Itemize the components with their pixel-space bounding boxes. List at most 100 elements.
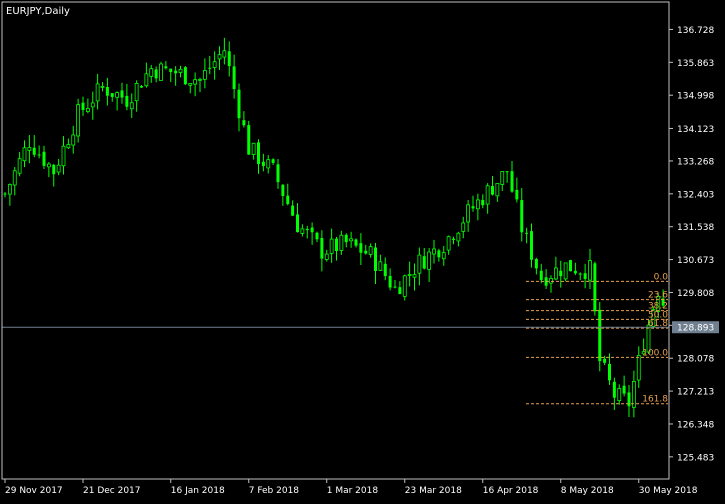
fib-level[interactable]: 161.8	[526, 395, 668, 405]
x-tick-label: 23 Mar 2018	[405, 486, 462, 496]
candle-body-bull	[7, 184, 12, 195]
candle	[76, 98, 81, 143]
candle-body-bear	[315, 232, 319, 240]
candle	[335, 236, 338, 261]
candle	[627, 384, 631, 418]
candle	[202, 58, 207, 89]
candle-body-bear	[573, 270, 577, 274]
candle	[251, 142, 256, 160]
candle-body-bear	[3, 193, 7, 195]
candle	[100, 82, 105, 92]
candle-body-bull	[85, 108, 90, 112]
candle	[661, 289, 665, 308]
y-tick-label: 130.673	[677, 256, 714, 266]
candle	[549, 275, 553, 293]
candle	[636, 346, 641, 388]
fib-level[interactable]: 38.2	[526, 302, 668, 312]
candle-body-bull	[617, 388, 622, 401]
candle-body-bull	[495, 183, 500, 197]
fib-level[interactable]: 50.0	[526, 310, 668, 320]
candle	[217, 46, 222, 70]
candle-body-bear	[598, 309, 602, 362]
candle-body-bear	[505, 171, 509, 173]
fibonacci-retracement[interactable]: 0.0 23.638.250.061.8 100.0 161.8	[526, 272, 668, 405]
candle-body-bull	[324, 253, 329, 260]
candle	[46, 162, 51, 178]
candle-body-bear	[37, 154, 41, 156]
candle-body-bear	[583, 273, 587, 280]
y-tick-label: 132.403	[677, 190, 714, 200]
candle	[349, 231, 354, 248]
candle-body-bull	[159, 63, 163, 81]
candle	[17, 152, 22, 177]
candle	[90, 91, 95, 120]
candle	[129, 93, 134, 119]
candle	[412, 263, 417, 291]
candle-body-bear	[622, 385, 626, 394]
candle-body-bull	[188, 83, 193, 86]
candle	[159, 61, 163, 81]
candle-body-bear	[291, 205, 295, 216]
candle	[437, 248, 441, 262]
time-axis[interactable]: 29 Nov 2017 21 Dec 2017 16 Jan 2018 7 Feb 2…	[4, 479, 698, 496]
candle	[427, 248, 432, 282]
candle-body-bull	[588, 260, 592, 281]
candle	[354, 238, 358, 248]
candle	[276, 158, 280, 189]
candle-body-bear	[452, 238, 455, 240]
candle	[22, 140, 27, 168]
candle	[446, 235, 451, 255]
fib-level[interactable]: 100.0	[526, 348, 668, 358]
candle-body-bear	[422, 256, 426, 269]
y-tick-label: 128.078	[677, 355, 714, 365]
candle-body-bear	[530, 231, 533, 260]
candle	[563, 262, 568, 282]
fib-level[interactable]: 0.0	[526, 272, 668, 282]
x-tick-label: 16 Jan 2018	[171, 486, 225, 496]
candle-body-bull	[563, 262, 568, 280]
candle	[515, 177, 519, 203]
candle	[617, 384, 622, 405]
candle-body-bear	[335, 238, 338, 252]
candle-body-bull	[115, 92, 120, 98]
y-tick-label: 126.348	[677, 420, 714, 430]
fib-level[interactable]: 61.8	[526, 319, 668, 329]
candle	[178, 65, 183, 78]
candle-body-bear	[305, 228, 309, 231]
candle	[37, 145, 41, 159]
candle	[471, 195, 475, 212]
candle	[475, 193, 480, 221]
candle-body-bull	[27, 147, 32, 151]
candle-body-bear	[471, 206, 475, 209]
candle-body-bull	[56, 164, 61, 173]
candle-body-bull	[71, 134, 76, 146]
candle-body-bull	[378, 261, 383, 271]
candle	[183, 66, 187, 86]
fib-level[interactable]: 23.6	[526, 291, 668, 301]
candle	[329, 228, 334, 263]
candles-group	[3, 37, 665, 418]
candle-body-bear	[559, 270, 563, 277]
candle	[257, 139, 260, 174]
candle-body-bear	[281, 184, 285, 196]
candle	[169, 68, 173, 83]
candle-body-bull	[549, 278, 553, 284]
candle-body-bear	[383, 263, 387, 277]
candle-body-bull	[636, 355, 641, 381]
price-axis[interactable]: 136.728 135.863 134.998 134.123 133.268 132.4…	[669, 26, 719, 463]
fib-level-label: 23.6	[648, 291, 668, 301]
candle-body-bear	[520, 200, 524, 233]
candle	[559, 260, 563, 288]
candle-body-bull	[485, 185, 490, 205]
y-tick-label: 129.808	[677, 289, 714, 299]
y-tick-label: 127.213	[677, 388, 714, 398]
candle-body-bull	[441, 252, 446, 260]
candle-body-bull	[475, 199, 480, 210]
candle	[461, 216, 466, 239]
candle-body-bear	[320, 238, 324, 259]
candle-body-bull	[553, 267, 558, 280]
candle-body-bear	[393, 286, 397, 288]
candle-body-bear	[525, 232, 529, 234]
